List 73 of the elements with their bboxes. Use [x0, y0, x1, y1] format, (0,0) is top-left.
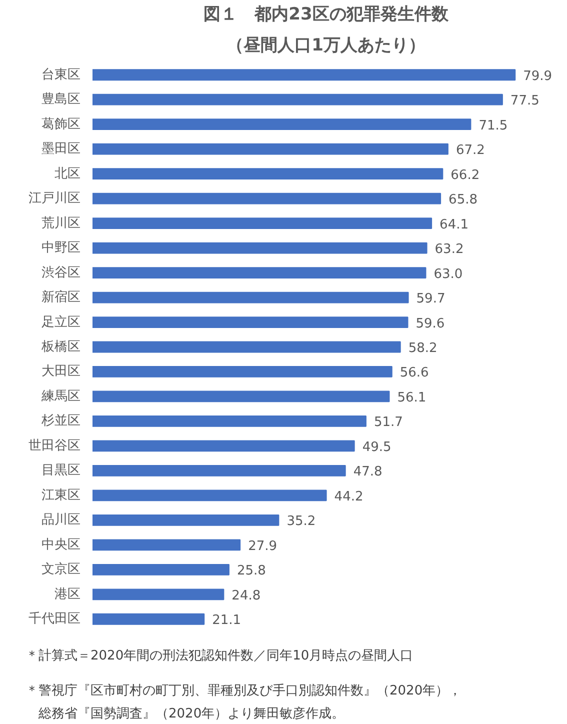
y-tick-label: 大田区: [42, 364, 80, 380]
bar: [92, 465, 346, 476]
data-label: 65.8: [448, 192, 478, 208]
data-label: 21.1: [212, 613, 242, 628]
y-tick-label: 荒川区: [42, 216, 80, 231]
data-label: 79.9: [523, 68, 552, 84]
data-label: 59.7: [416, 292, 446, 307]
bar: [92, 490, 327, 502]
data-label: 77.5: [510, 94, 540, 109]
bar: [92, 192, 442, 204]
y-tick-label: 品川区: [42, 512, 80, 528]
bar: [92, 267, 426, 278]
y-tick-label: 新宿区: [42, 289, 80, 306]
y-tick-label: 江東区: [42, 488, 80, 503]
y-tick-label: 中央区: [42, 537, 80, 552]
bar: [92, 390, 390, 402]
bar: [92, 118, 472, 130]
y-tick-label: 世田谷区: [28, 438, 80, 454]
y-tick-label: 葛飾区: [42, 116, 80, 132]
data-label: 56.1: [397, 390, 426, 406]
data-label: 24.8: [232, 588, 261, 604]
chart-title: 図１ 都内23区の犯罪発生件数: [204, 4, 450, 24]
y-tick-label: 中野区: [42, 240, 80, 256]
y-tick-label: 墨田区: [42, 142, 80, 157]
y-tick-label: 渋谷区: [42, 265, 80, 280]
y-tick-label: 江戸川区: [28, 191, 80, 206]
data-label: 59.6: [416, 316, 445, 332]
bar: [92, 143, 448, 155]
data-label: 63.0: [434, 266, 463, 282]
bar: [92, 94, 503, 106]
bar: [92, 218, 432, 229]
y-tick-label: 北区: [54, 166, 80, 182]
data-label: 51.7: [374, 415, 403, 430]
bar: [92, 341, 401, 353]
data-label: 49.5: [362, 440, 392, 455]
y-tick-label: 目黒区: [42, 463, 80, 478]
bar: [92, 588, 224, 600]
data-label: 71.5: [478, 118, 508, 134]
y-tick-label: 足立区: [42, 314, 80, 330]
bar: [92, 416, 366, 427]
y-tick-label: 杉並区: [40, 414, 80, 429]
text: ＊計算式＝2020年間の刑法犯認知件数／同年10月時点の昼間人口: [26, 648, 414, 664]
bar: [92, 514, 280, 526]
y-tick-label: 台東区: [42, 67, 80, 82]
y-tick-label: 豊島区: [42, 92, 80, 108]
data-label: 63.2: [434, 242, 464, 258]
data-label: 25.8: [236, 564, 266, 579]
bar: [92, 440, 355, 452]
text: ＊警視庁『区市町村の町丁別、罪種別及び手口別認知件数』（2020年），総務省『国勢調査』（2020年）より舞田敏彦作成。: [26, 682, 462, 722]
bar: [92, 242, 428, 254]
data-label: 47.8: [353, 464, 382, 480]
data-label: 56.6: [400, 366, 429, 381]
y-tick-label: 港区: [54, 586, 80, 602]
bar: [92, 366, 392, 378]
y-tick-label: 千代田区: [28, 612, 80, 627]
bar: [92, 564, 230, 576]
bar: [92, 168, 444, 180]
data-label: 64.1: [440, 217, 469, 232]
data-label: 35.2: [286, 514, 316, 530]
data-label: 66.2: [450, 168, 480, 183]
chart-subtitle: （昼間人口1万人あたり）: [226, 36, 426, 56]
bar: [92, 316, 408, 328]
data-label: 58.2: [408, 341, 438, 356]
y-tick-label: 練馬区: [40, 388, 80, 404]
bar: [92, 292, 409, 304]
y-tick-label: 板橋区: [40, 340, 80, 354]
data-label: 67.2: [456, 143, 485, 158]
data-label: 44.2: [334, 489, 364, 504]
bar: [92, 539, 241, 551]
y-tick-label: 文京区: [42, 562, 80, 578]
data-label: 27.9: [248, 538, 278, 554]
bar: [92, 613, 205, 625]
bar: [92, 69, 516, 81]
